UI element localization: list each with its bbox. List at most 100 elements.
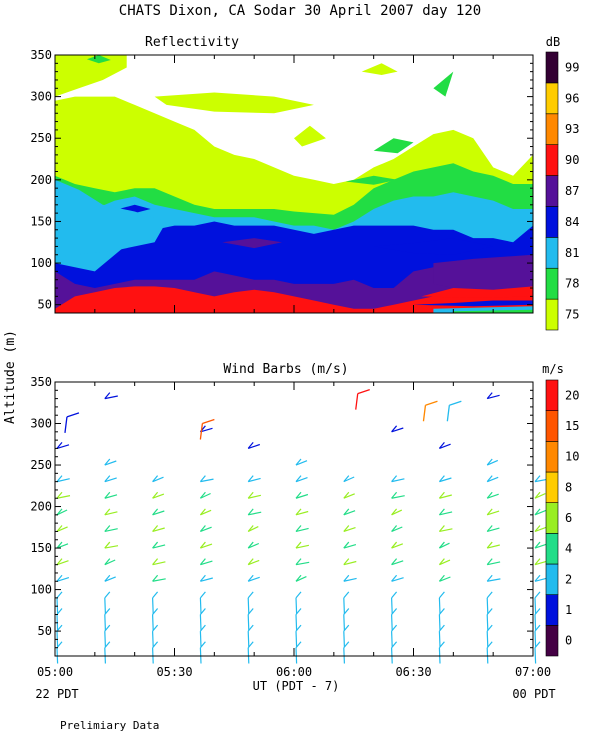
wind-barb [56, 560, 69, 566]
wind-barb-flag [247, 475, 254, 483]
wind-barb [247, 614, 250, 631]
wind-barb-flag [534, 491, 541, 499]
wind-barb-flag [56, 442, 63, 449]
wind-barb [534, 614, 537, 631]
wind-barb-flag [104, 458, 111, 466]
wind-barb [200, 526, 212, 533]
wind-barb [487, 394, 500, 400]
wind-barb [295, 576, 307, 582]
wind-barb [248, 494, 262, 499]
wind-axes: 50 100 150 200 250 300 350 05:00 05:30 06:00 06:30… [30, 375, 551, 679]
reflectivity-colorbar-swatch [545, 51, 559, 84]
wind-y-tick-label: 150 [30, 541, 52, 555]
wind-barb-flag [391, 558, 398, 566]
wind-barb [534, 577, 548, 582]
wind-barb [343, 614, 345, 631]
wind-barb-flag [247, 574, 254, 582]
wind-barb [200, 543, 213, 549]
wind-barb [200, 492, 211, 499]
reflectivity-colorbar-swatch [545, 144, 559, 176]
reflectivity-colorbar-label: 90 [565, 153, 579, 167]
wind-barb [152, 597, 154, 614]
reflectivity-colorbar-label: 81 [565, 246, 579, 260]
wind-barb [486, 631, 489, 647]
reflectivity-feature-4 [294, 125, 326, 147]
wind-barb-flag [56, 574, 63, 582]
wind-barb-flag [343, 491, 350, 499]
wind-barb [343, 510, 356, 516]
wind-barb [104, 477, 117, 483]
wind-barb [247, 559, 260, 566]
wind-barb-strong [202, 418, 215, 425]
reflectivity-colorbar-swatch [545, 298, 559, 331]
wind-barb [295, 614, 298, 631]
wind-barb [56, 478, 70, 483]
wind-barb-flag [152, 491, 159, 499]
wind-barb-flag [438, 525, 445, 532]
wind-barb [487, 527, 500, 533]
wind-barb [248, 511, 262, 516]
wind-barb [56, 577, 70, 582]
wind-barb-flag [199, 508, 206, 516]
wind-colorbar-swatch [545, 625, 559, 657]
wind-barb [247, 631, 250, 647]
wind-colorbar-swatch [545, 379, 559, 411]
wind-barb [486, 614, 489, 631]
wind-barb-strong-shaft [64, 416, 68, 433]
wind-barb-flag [104, 491, 111, 499]
wind-barb-strong [66, 412, 80, 418]
wind-barb-flag [152, 541, 159, 549]
wind-barb-flag [152, 558, 159, 566]
wind-x-tick-label: 07:00 [515, 665, 551, 679]
wind-barb-flag [486, 591, 493, 599]
chart-title: CHATS Dixon, CA Sodar 30 April 2007 day … [119, 3, 481, 19]
wind-barb-flag [391, 525, 398, 532]
wind-barb-flag [104, 392, 111, 399]
wind-colorbar-swatch [545, 410, 559, 442]
wind-barb-flag [343, 574, 350, 582]
wind-barb [152, 578, 166, 582]
wind-barb-flag [199, 525, 206, 532]
wind-barb [487, 493, 499, 499]
reflectivity-colorbar-swatch [545, 175, 559, 207]
wind-barb [534, 647, 537, 664]
reflectivity-y-tick-label: 300 [30, 90, 52, 104]
wind-barb-flag [199, 475, 206, 483]
wind-barb [104, 631, 106, 647]
wind-barbs [56, 389, 549, 664]
wind-barb-flag [104, 574, 111, 582]
reflectivity-colorbar-label: 75 [565, 308, 579, 322]
wind-barb-flag [152, 574, 159, 582]
wind-barb-flag [56, 558, 63, 566]
wind-barb [487, 510, 500, 516]
wind-barb-flag [104, 508, 111, 516]
wind-barb [56, 543, 69, 549]
wind-barb [438, 597, 441, 614]
wind-barb [104, 576, 116, 582]
reflectivity-feature-5 [361, 63, 398, 75]
wind-x-tick-label: 06:30 [395, 665, 431, 679]
wind-barb-flag [486, 508, 493, 516]
wind-barb [152, 614, 154, 631]
reflectivity-feature-11 [55, 179, 167, 257]
wind-barb [534, 560, 548, 566]
reflectivity-y-tick-label: 100 [30, 256, 52, 270]
wind-colorbar-label: 6 [565, 511, 572, 525]
reflectivity-y-tick-label: 150 [30, 214, 52, 228]
wind-barb-flag [486, 558, 493, 566]
wind-colorbar-label: 8 [565, 480, 572, 494]
wind-barb [104, 395, 118, 400]
wind-barb-flag [391, 508, 398, 516]
wind-barb [199, 597, 202, 614]
wind-barb [439, 477, 452, 483]
wind-barb-flag [343, 541, 350, 549]
wind-barb-flag [438, 558, 445, 566]
reflectivity-feature-15 [413, 300, 533, 307]
reflectivity-colorbar-title: dB [546, 35, 560, 49]
wind-barb-flag [152, 591, 159, 599]
wind-barb [152, 561, 166, 566]
wind-barb [104, 494, 118, 499]
wind-barb [534, 631, 537, 647]
wind-barb [438, 614, 441, 631]
wind-x-tick-label: 05:00 [37, 665, 73, 679]
